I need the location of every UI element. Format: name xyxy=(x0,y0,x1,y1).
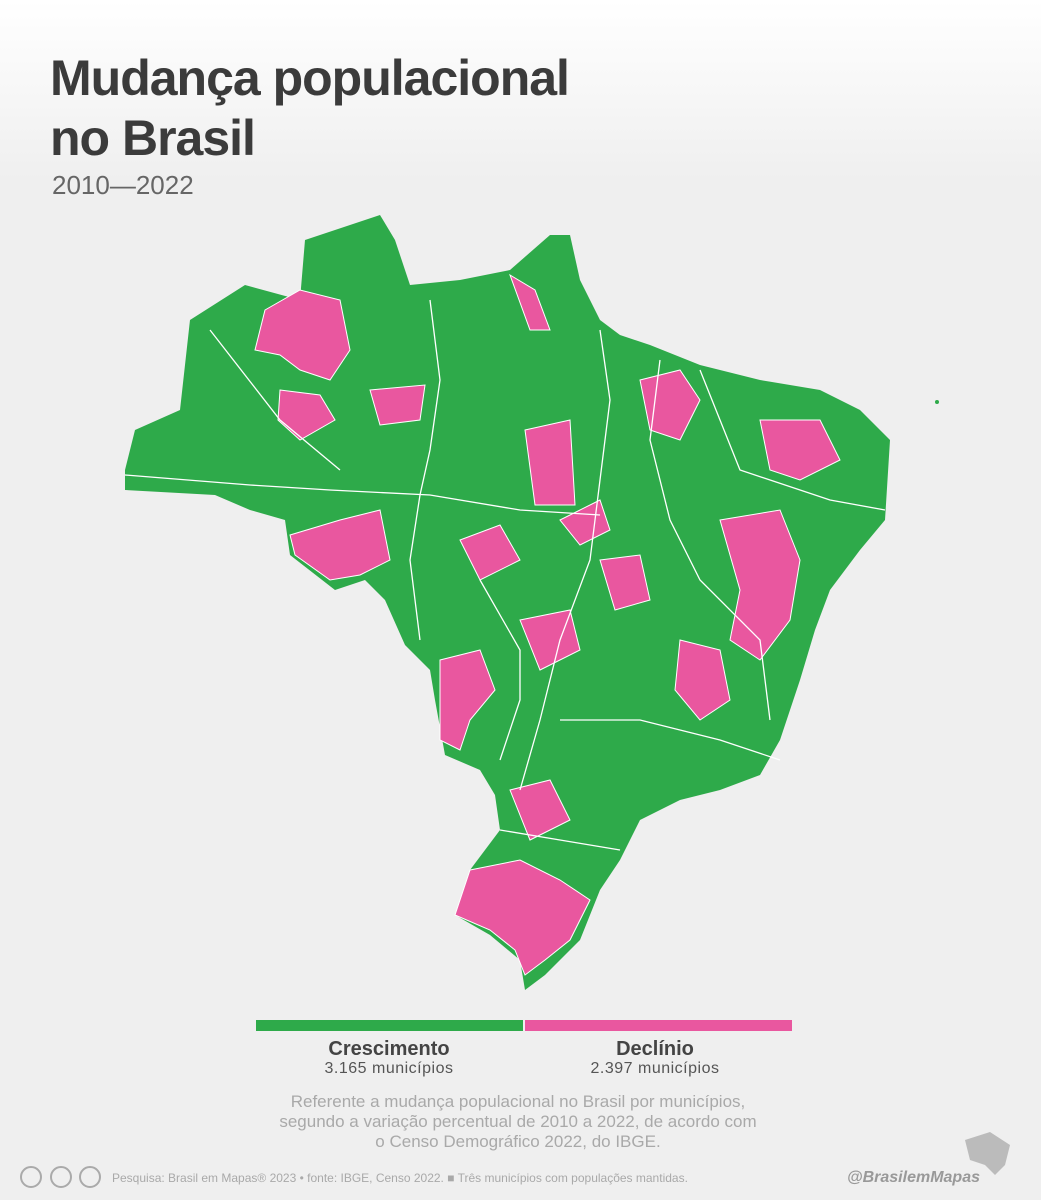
decline-area xyxy=(759,419,841,481)
border-line xyxy=(519,329,611,791)
legend-count: 2.397 municípios xyxy=(591,1060,720,1077)
subtitle: 2010—2022 xyxy=(52,170,194,200)
legend-bar xyxy=(256,1020,523,1031)
title-line: Mudança populacional xyxy=(50,50,569,106)
decline-area xyxy=(254,289,351,381)
decline-area xyxy=(509,779,571,841)
legend-label: Crescimento xyxy=(328,1038,449,1060)
decline-area xyxy=(289,509,391,581)
border-line xyxy=(479,579,521,761)
legend-count: 3.165 municípios xyxy=(325,1060,454,1077)
title-line: no Brasil xyxy=(50,110,255,166)
legend-bar xyxy=(525,1020,792,1031)
handle: @BrasilemMapas xyxy=(847,1169,980,1186)
decline-area xyxy=(599,554,651,611)
border-line xyxy=(209,329,341,471)
decline-area xyxy=(277,389,336,441)
map xyxy=(124,215,939,990)
license-icons xyxy=(20,1166,101,1188)
decline-area xyxy=(639,369,701,441)
decline-area xyxy=(369,384,426,426)
source: Pesquisa: Brasil em Mapas® 2023 • fonte:… xyxy=(112,1171,688,1185)
island xyxy=(935,400,939,404)
decline-area xyxy=(524,419,576,506)
decline-area xyxy=(454,859,591,976)
border-line xyxy=(699,369,886,511)
logo xyxy=(965,1132,1010,1175)
border-line xyxy=(649,359,771,721)
decline-area xyxy=(559,499,611,546)
decline-area xyxy=(509,273,551,331)
border-line xyxy=(560,719,781,761)
note-line: o Censo Demográfico 2022, do IBGE. xyxy=(375,1132,660,1151)
note-line: segundo a variação percentual de 2010 a … xyxy=(279,1112,756,1131)
decline-area xyxy=(719,509,801,661)
decline-area xyxy=(439,649,496,751)
legend-label: Declínio xyxy=(616,1038,694,1060)
note-line: Referente a mudança populacional no Bras… xyxy=(291,1092,746,1111)
decline-area xyxy=(459,524,521,581)
decline-area xyxy=(674,639,731,721)
border-line xyxy=(499,829,621,851)
border-line xyxy=(124,474,601,516)
border-line xyxy=(409,299,441,641)
